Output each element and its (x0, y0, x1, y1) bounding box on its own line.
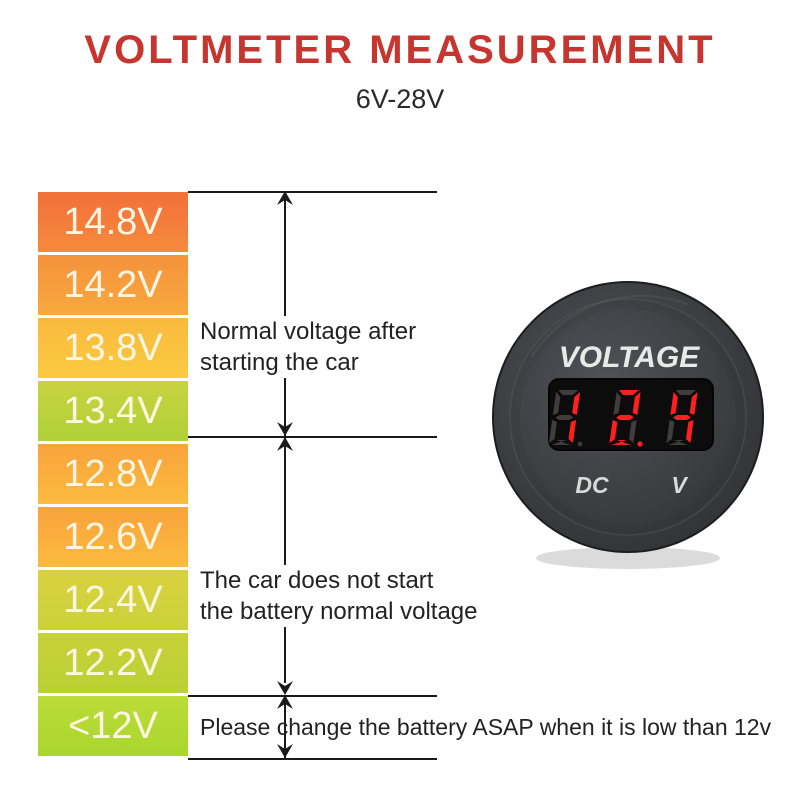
svg-text:DC: DC (575, 472, 609, 498)
svg-text:V: V (671, 472, 688, 498)
svg-text:VOLTAGE: VOLTAGE (559, 341, 701, 374)
